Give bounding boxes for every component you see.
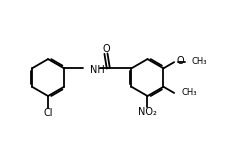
Text: NH: NH bbox=[90, 65, 105, 74]
Text: CH₃: CH₃ bbox=[192, 57, 207, 66]
Text: CH₃: CH₃ bbox=[182, 88, 197, 97]
Text: O: O bbox=[177, 56, 184, 66]
Text: NO₂: NO₂ bbox=[138, 107, 157, 117]
Text: O: O bbox=[102, 44, 110, 54]
Text: Cl: Cl bbox=[43, 108, 53, 118]
